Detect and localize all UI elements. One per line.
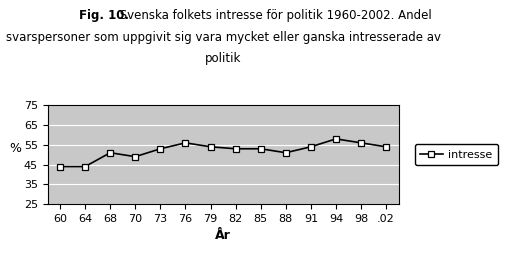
Text: politik: politik <box>205 52 241 65</box>
intresse <box>82 165 88 168</box>
intresse <box>383 145 389 148</box>
intresse <box>132 155 138 158</box>
X-axis label: År: År <box>215 229 231 242</box>
Legend: intresse: intresse <box>414 144 498 165</box>
Text: svarspersoner som uppgivit sig vara mycket eller ganska intresserade av: svarspersoner som uppgivit sig vara myck… <box>6 31 440 44</box>
intresse <box>182 141 188 144</box>
intresse <box>57 165 63 168</box>
intresse <box>333 137 339 140</box>
intresse <box>232 147 239 150</box>
intresse <box>107 151 114 154</box>
intresse <box>208 145 214 148</box>
intresse <box>308 145 314 148</box>
Text: Fig. 10.: Fig. 10. <box>79 9 129 22</box>
Y-axis label: %: % <box>10 142 21 155</box>
intresse <box>358 141 364 144</box>
intresse <box>157 147 164 150</box>
Line: intresse: intresse <box>57 136 389 170</box>
Text: Svenska folkets intresse för politik 1960-2002. Andel: Svenska folkets intresse för politik 196… <box>116 9 432 22</box>
intresse <box>282 151 289 154</box>
intresse <box>258 147 264 150</box>
